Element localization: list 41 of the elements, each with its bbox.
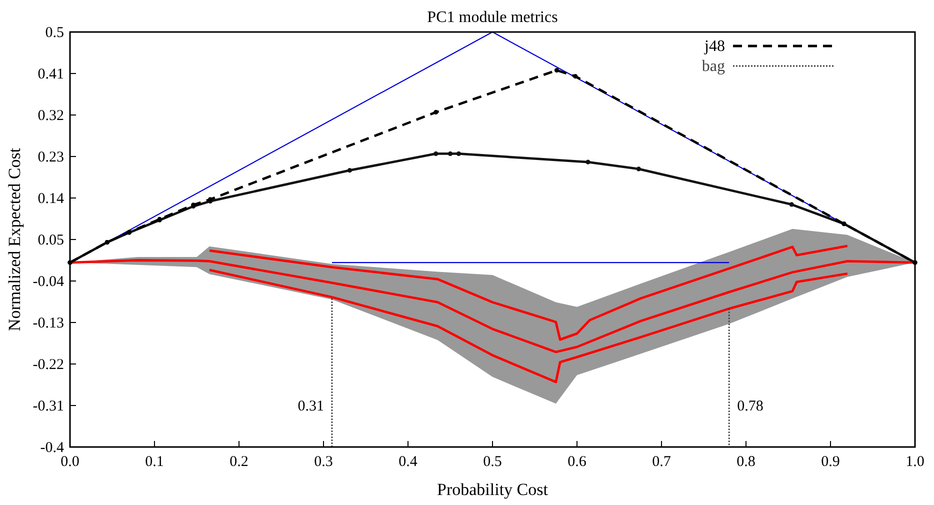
point bbox=[636, 166, 641, 172]
x-tick-label: 0.9 bbox=[821, 454, 840, 470]
y-tick-label: 0.5 bbox=[45, 25, 64, 41]
text: j48 bbox=[704, 38, 725, 55]
point bbox=[448, 151, 453, 156]
annotation: 0.31 bbox=[298, 398, 324, 414]
y-tick-label: -0.31 bbox=[32, 398, 64, 414]
point bbox=[347, 168, 352, 173]
x-tick-label: 0.2 bbox=[230, 454, 248, 470]
point bbox=[789, 202, 794, 207]
x-tick-label: 1.0 bbox=[906, 454, 924, 470]
y-tick-label: 0.05 bbox=[38, 232, 64, 248]
text: bag bbox=[702, 58, 725, 75]
y-tick-label: -0.4 bbox=[40, 440, 64, 456]
point bbox=[573, 74, 578, 79]
x-tick-label: 0.6 bbox=[568, 454, 587, 470]
line-series bbox=[208, 268, 849, 384]
x-tick-label: 0.1 bbox=[145, 454, 164, 470]
point bbox=[434, 151, 438, 156]
chart-title: PC1 module metrics bbox=[427, 9, 558, 26]
x-tick-label: 0.4 bbox=[398, 454, 418, 470]
x-tick-label: 0.3 bbox=[314, 454, 333, 470]
y-tick-label: 0.41 bbox=[38, 66, 64, 82]
point bbox=[554, 68, 560, 73]
x-axis-title: Probability Cost bbox=[437, 480, 548, 499]
x-tick-label: 0.5 bbox=[483, 454, 502, 470]
y-tick-label: 0.23 bbox=[38, 150, 64, 166]
point bbox=[434, 110, 438, 115]
y-tick-label: -0.13 bbox=[32, 316, 64, 332]
y-tick-label: -0.04 bbox=[32, 274, 64, 290]
y-tick-label: -0.22 bbox=[32, 357, 64, 373]
line-series bbox=[208, 244, 849, 341]
point bbox=[456, 151, 461, 156]
point bbox=[586, 160, 590, 164]
annotation: 0.78 bbox=[737, 398, 764, 414]
y-tick-label: 0.14 bbox=[38, 191, 64, 207]
x-tick-label: 0.8 bbox=[736, 454, 756, 470]
x-tick-label: 0.0 bbox=[60, 454, 80, 470]
y-axis-title: Normalized Expected Cost bbox=[5, 148, 24, 332]
y-tick-label: 0.32 bbox=[38, 108, 64, 124]
x-tick-label: 0.7 bbox=[652, 454, 672, 470]
